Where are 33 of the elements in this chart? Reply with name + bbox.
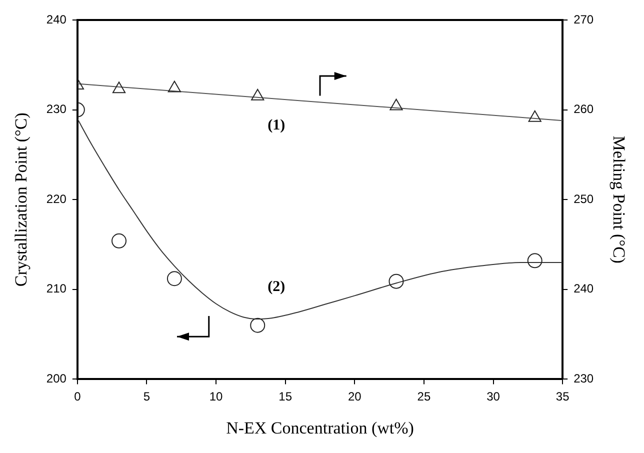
- point: [527, 253, 542, 268]
- point: [166, 271, 182, 286]
- x-tick-label: 30: [486, 390, 500, 404]
- x-tick-label: 35: [556, 390, 570, 404]
- x-tick-label: 0: [74, 390, 82, 404]
- x-tick-label: 20: [348, 390, 362, 404]
- y-tick-label: 230: [46, 102, 67, 116]
- y-tick-label: 240: [46, 12, 67, 26]
- y-axis-title: Crystallization Point (°C): [12, 112, 31, 287]
- point: [250, 318, 266, 333]
- x-tick-label: 25: [417, 390, 431, 404]
- y-tick-label: 220: [46, 192, 67, 206]
- x-tick-label: 15: [278, 390, 292, 404]
- x-axis-title: N-EX Concentration (wt%): [226, 418, 414, 438]
- y2-tick-label: 260: [574, 102, 594, 116]
- point: [168, 80, 182, 92]
- series-label: (1): [268, 118, 286, 134]
- y2-tick-label: 270: [574, 12, 594, 26]
- point: [251, 88, 264, 100]
- y2-tick-label: 250: [574, 192, 594, 206]
- y-tick-label: 200: [46, 372, 67, 386]
- point: [390, 98, 403, 110]
- y2-tick-label: 240: [574, 282, 594, 296]
- x-tick-label: 5: [143, 390, 150, 404]
- series-label: (2): [268, 278, 286, 295]
- y2-axis-title: Melting Point (°C): [609, 136, 628, 264]
- point: [112, 233, 127, 248]
- x-tick-label: 10: [209, 390, 224, 404]
- point: [388, 274, 404, 289]
- y-tick-label: 210: [46, 282, 67, 296]
- point: [528, 110, 542, 122]
- y2-tick-label: 230: [574, 372, 594, 386]
- point: [112, 82, 126, 94]
